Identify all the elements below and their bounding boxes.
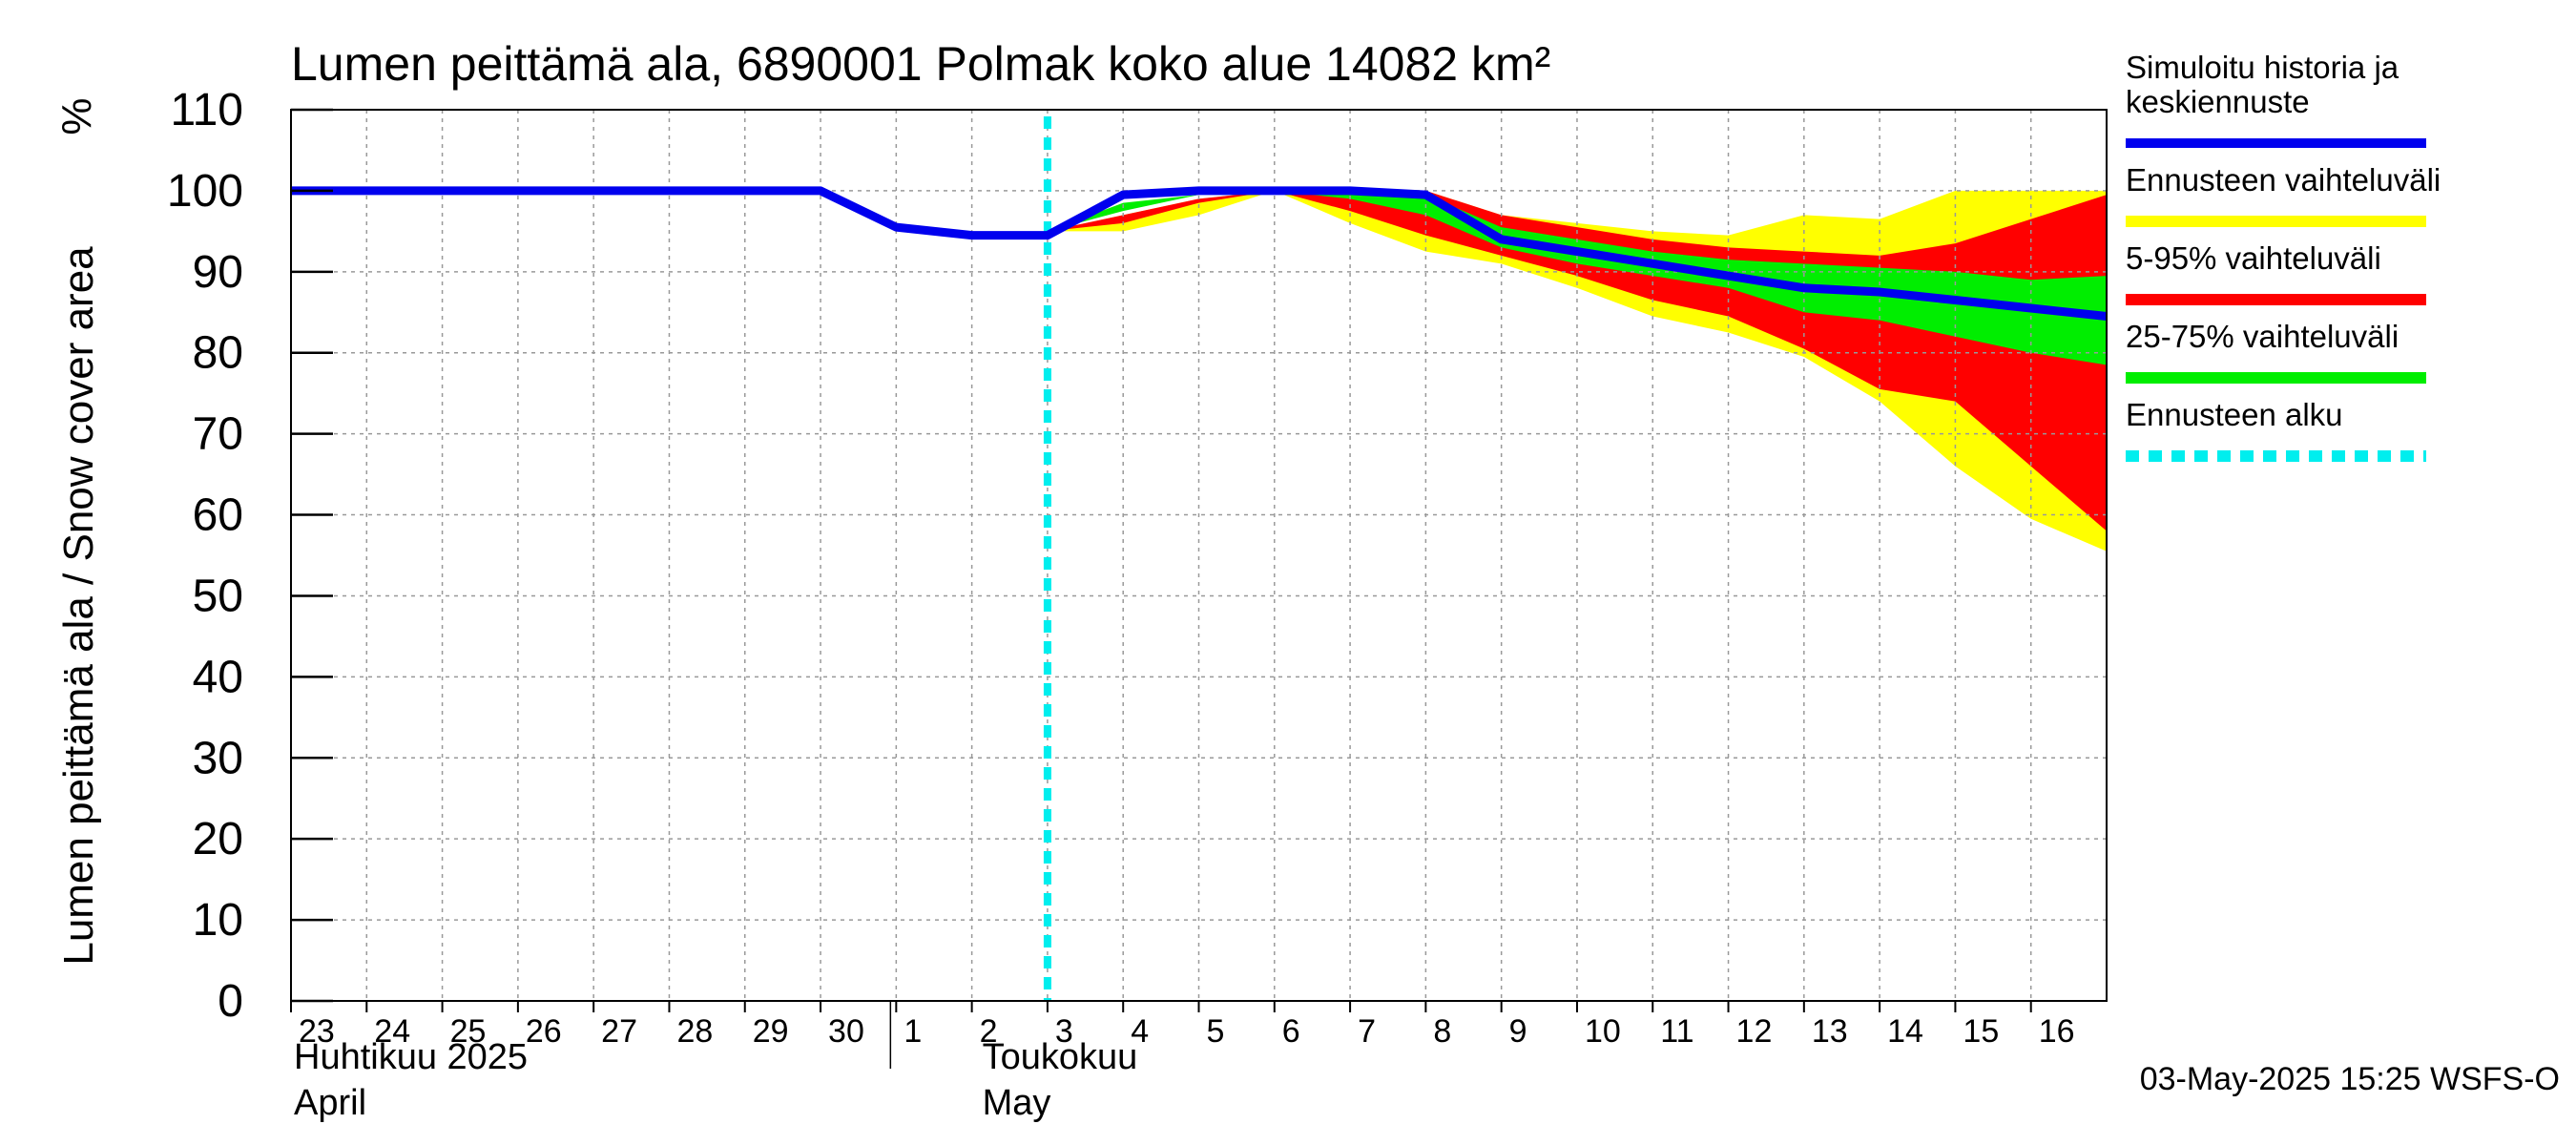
median-series-line — [291, 186, 2108, 321]
y-tick-label-50: 50 — [193, 571, 243, 621]
band-25-75 — [1047, 190, 2107, 365]
footer-timestamp: 03-May-2025 15:25 WSFS-O — [2140, 1061, 2560, 1097]
y-axis-label: Lumen peittämä ala / Snow cover area — [55, 246, 102, 966]
y-tick-label-0: 0 — [218, 976, 243, 1027]
month-label-fi-0: Huhtikuu 2025 — [294, 1037, 528, 1077]
x-tick-label-10: 10 — [1585, 1013, 1621, 1050]
x-tick-label-28: 28 — [676, 1013, 713, 1050]
x-tick-label-15: 15 — [1963, 1013, 1999, 1050]
y-tick-label-20: 20 — [193, 814, 243, 864]
x-tick-label-29: 29 — [753, 1013, 789, 1050]
x-tick-label-14: 14 — [1887, 1013, 1923, 1050]
y-tick-label-90: 90 — [193, 247, 243, 298]
legend-label-2: 5-95% vaihteluväli — [2126, 240, 2381, 276]
month-label-en-1: May — [983, 1083, 1051, 1123]
x-tick-label-25: 25 — [450, 1013, 487, 1050]
forecast-bands — [1047, 190, 2107, 552]
x-tick-label-4: 4 — [1131, 1013, 1149, 1050]
x-tick-label-16: 16 — [2039, 1013, 2075, 1050]
legend-label-3: 25-75% vaihteluväli — [2126, 319, 2399, 354]
x-tick-label-23: 23 — [299, 1013, 335, 1050]
chart-grid — [291, 109, 2107, 1001]
x-tick-label-2: 2 — [980, 1013, 998, 1050]
x-tick-label-7: 7 — [1358, 1013, 1376, 1050]
legend-label-0-0: Simuloitu historia ja — [2126, 50, 2399, 85]
x-tick-label-1: 1 — [904, 1013, 922, 1050]
y-tick-label-100: 100 — [167, 166, 243, 217]
x-tick-label-26: 26 — [526, 1013, 562, 1050]
y-axis-unit: % — [53, 97, 100, 135]
y-tick-label-60: 60 — [193, 490, 243, 541]
x-tick-label-30: 30 — [828, 1013, 864, 1050]
y-tick-label-40: 40 — [193, 652, 243, 702]
x-tick-label-6: 6 — [1282, 1013, 1300, 1050]
x-tick-label-13: 13 — [1812, 1013, 1848, 1050]
chart-lines — [291, 116, 2108, 1001]
y-tick-label-80: 80 — [193, 328, 243, 379]
y-tick-label-70: 70 — [193, 409, 243, 460]
y-tick-label-10: 10 — [193, 895, 243, 946]
x-tick-label-5: 5 — [1207, 1013, 1225, 1050]
y-tick-label-30: 30 — [193, 733, 243, 783]
x-tick-label-12: 12 — [1736, 1013, 1773, 1050]
x-tick-label-8: 8 — [1433, 1013, 1451, 1050]
legend-label-1: Ennusteen vaihteluväli — [2126, 162, 2441, 198]
chart-title: Lumen peittämä ala, 6890001 Polmak koko … — [291, 37, 1550, 91]
x-tick-label-3: 3 — [1055, 1013, 1073, 1050]
legend-label-0-1: keskiennuste — [2126, 84, 2310, 119]
x-tick-label-11: 11 — [1660, 1013, 1693, 1050]
month-label-en-0: April — [294, 1083, 366, 1123]
legend-label-4: Ennusteen alku — [2126, 397, 2343, 432]
x-tick-label-24: 24 — [374, 1013, 410, 1050]
x-tick-label-27: 27 — [601, 1013, 637, 1050]
y-tick-label-110: 110 — [170, 85, 243, 135]
x-tick-label-9: 9 — [1509, 1013, 1527, 1050]
month-label-fi-1: Toukokuu — [983, 1037, 1138, 1077]
